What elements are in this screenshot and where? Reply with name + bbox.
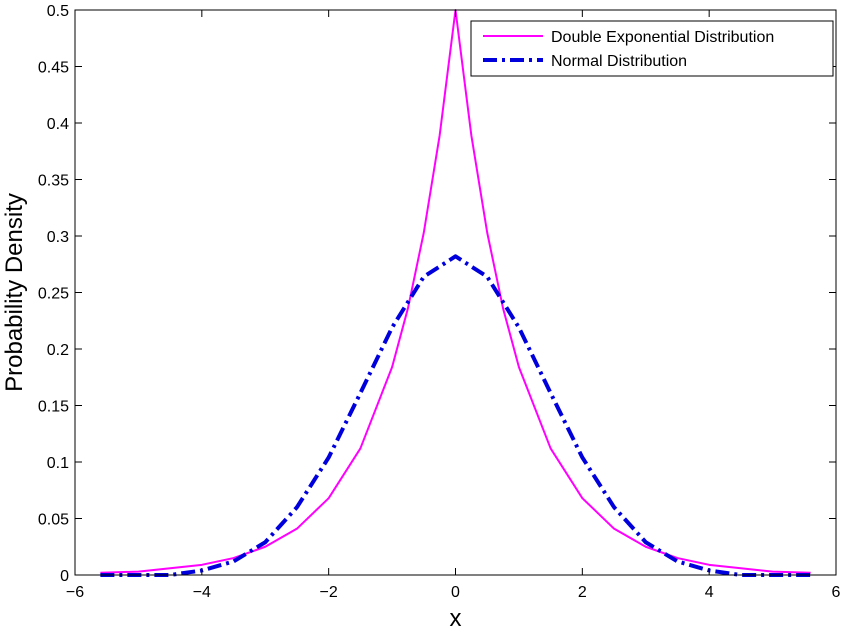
series-line-0 <box>100 9 811 574</box>
x-tick-label: 2 <box>578 584 587 601</box>
y-axis-title: Probability Density <box>1 193 28 392</box>
plot-layer <box>100 9 811 577</box>
legend-label-double-exponential: Double Exponential Distribution <box>551 29 774 46</box>
y-tick-label: 0.4 <box>47 116 69 133</box>
legend-label-normal: Normal Distribution <box>551 53 687 70</box>
legend-box <box>470 20 834 77</box>
y-tick-label: 0.1 <box>47 455 69 472</box>
x-tick-label: −4 <box>193 584 211 601</box>
x-axis-title: x <box>450 605 462 631</box>
y-tick-label: 0.3 <box>47 229 69 246</box>
legend: Double Exponential Distribution Normal D… <box>470 20 834 77</box>
y-tick-label: 0.2 <box>47 342 69 359</box>
ticks-layer: −6 −4 −2 0 2 4 6 0 0.05 0.1 0.15 0.2 0.25 0.3 0.35 0.4 0… <box>38 3 841 601</box>
x-tick-label: 4 <box>705 584 714 601</box>
x-tick-label: −6 <box>66 584 84 601</box>
x-tick-label: 0 <box>451 584 460 601</box>
y-tick-label: 0.35 <box>38 173 69 190</box>
y-tick-label: 0.05 <box>38 512 69 529</box>
y-tick-label: 0.5 <box>47 3 69 20</box>
y-tick-label: 0.45 <box>38 60 69 77</box>
y-tick-label: 0.15 <box>38 399 69 416</box>
plot-frame <box>74 9 837 576</box>
x-tick-label: 6 <box>832 584 841 601</box>
y-tick-label: 0.25 <box>38 286 69 303</box>
y-tick-label: 0 <box>60 568 69 585</box>
series-line-1 <box>100 254 811 577</box>
x-tick-label: −2 <box>320 584 338 601</box>
